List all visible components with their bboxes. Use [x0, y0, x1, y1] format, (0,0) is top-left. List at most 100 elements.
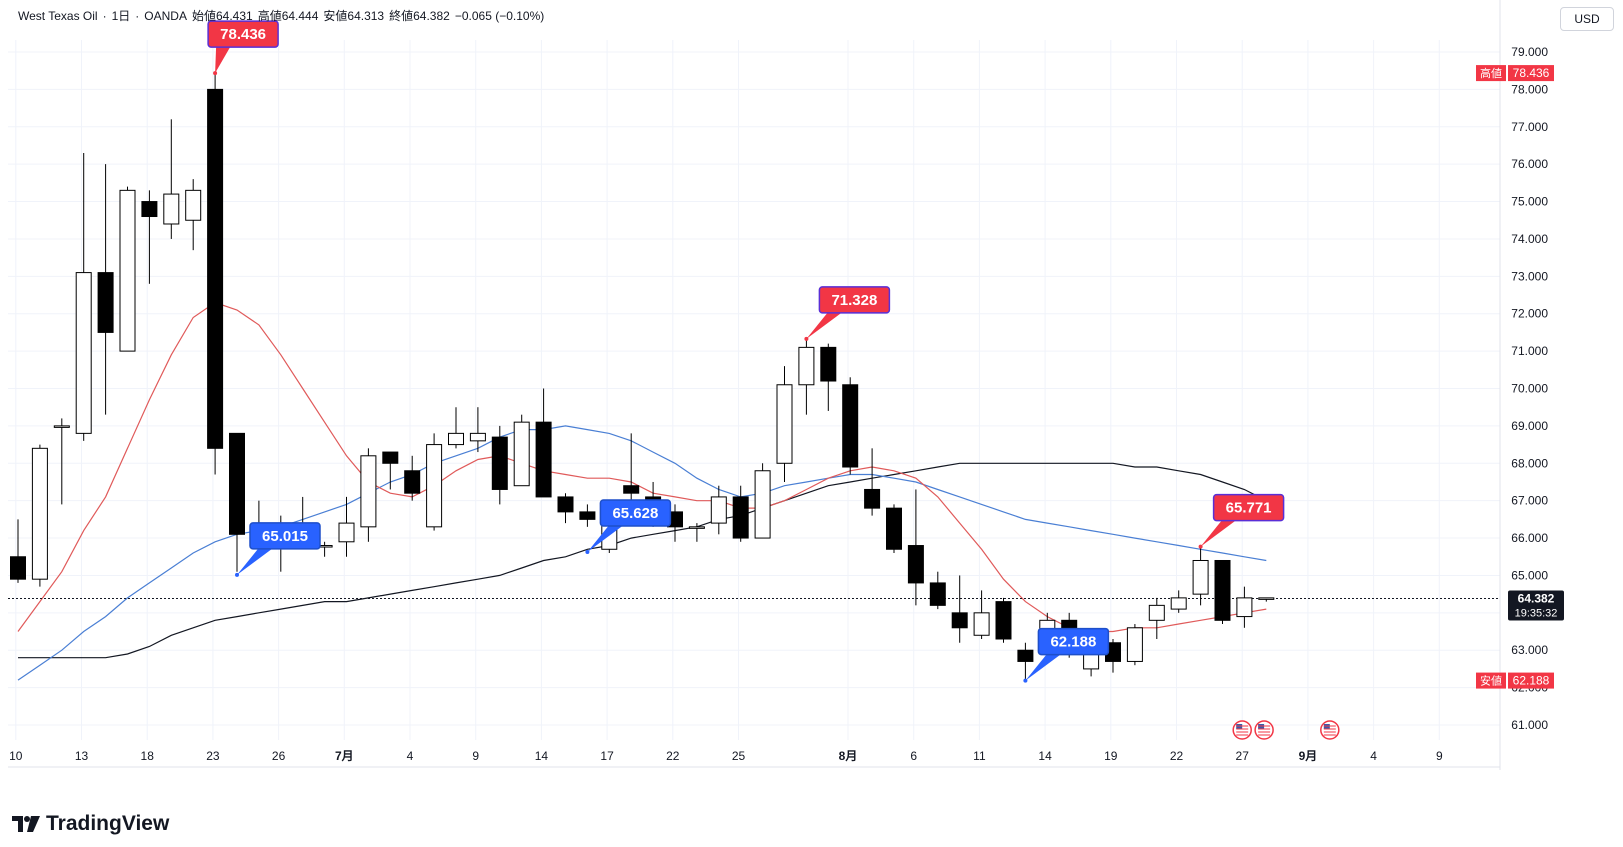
x-tick-label: 14	[535, 749, 549, 763]
y-tick-label: 73.000	[1511, 269, 1548, 283]
candle-body[interactable]	[75, 272, 92, 434]
annotation-value: 71.328	[831, 292, 877, 309]
ma-line-black	[18, 462, 1267, 659]
candle-body[interactable]	[842, 384, 859, 468]
y-tick-label: 71.000	[1511, 344, 1548, 358]
ohlc-low: 安値64.313	[323, 9, 385, 23]
candle-body[interactable]	[951, 612, 968, 629]
candle-body[interactable]	[141, 201, 158, 218]
candle-body[interactable]	[995, 601, 1012, 640]
annotation-box[interactable]	[207, 20, 279, 48]
candle-body[interactable]	[119, 189, 136, 352]
x-tick-label: 9	[1436, 749, 1443, 763]
candle-body[interactable]	[491, 436, 508, 490]
ohlc-change: −0.065 (−0.10%)	[454, 9, 545, 23]
x-tick-label: 4	[1370, 749, 1377, 763]
candle-body[interactable]	[163, 193, 180, 225]
header-separator: ·	[102, 9, 107, 23]
candle-body[interactable]	[776, 384, 793, 464]
event-flag-icon[interactable]	[1254, 720, 1274, 740]
annotation-box[interactable]	[249, 522, 321, 550]
y-tick-label: 79.000	[1511, 45, 1548, 59]
x-tick-label: 22	[1170, 749, 1184, 763]
annotation-value: 65.628	[612, 505, 658, 522]
candle-body[interactable]	[1126, 627, 1143, 662]
annotation-box[interactable]	[1037, 627, 1110, 656]
interval-label[interactable]: 1日	[111, 9, 131, 23]
candle-body[interactable]	[382, 451, 399, 464]
candle-body[interactable]	[820, 346, 837, 382]
candle-body[interactable]	[535, 421, 552, 498]
logo-text: TradingView	[46, 812, 170, 835]
candle-body[interactable]	[864, 488, 881, 509]
symbol-name[interactable]: West Texas Oil	[18, 9, 98, 23]
event-flag-icon[interactable]	[1232, 720, 1252, 740]
candle-body[interactable]	[1017, 649, 1034, 662]
candle-body[interactable]	[448, 432, 464, 446]
candle-body[interactable]	[207, 88, 224, 449]
candle-body[interactable]	[1148, 604, 1165, 621]
annotation-box[interactable]	[818, 286, 891, 314]
candle-body[interactable]	[973, 612, 990, 636]
candle-body[interactable]	[97, 272, 114, 333]
candle-body[interactable]	[229, 432, 245, 535]
candle-body[interactable]	[732, 496, 749, 539]
x-tick-label: 19	[1104, 749, 1118, 763]
candle-body[interactable]	[623, 485, 640, 494]
candle-body[interactable]	[1214, 559, 1231, 621]
candle-body[interactable]	[469, 432, 486, 442]
x-tick-label: 4	[407, 749, 414, 763]
candle-body[interactable]	[360, 455, 377, 528]
candle-body[interactable]	[1170, 597, 1187, 610]
candle-body[interactable]	[929, 582, 946, 606]
header-separator: ·	[135, 9, 140, 23]
candle-body[interactable]	[31, 447, 48, 580]
candle-body[interactable]	[557, 496, 574, 513]
tradingview-logo[interactable]: TradingView	[12, 812, 169, 836]
last-price-tag	[1508, 590, 1564, 621]
candle-body[interactable]	[185, 189, 202, 221]
y-tick-label: 66.000	[1511, 531, 1548, 545]
y-tick-label: 69.000	[1511, 419, 1548, 433]
candle-body[interactable]	[754, 470, 771, 539]
ohlc-open: 始値64.431	[191, 9, 253, 23]
candle-body[interactable]	[513, 421, 530, 487]
x-tick-label: 27	[1236, 749, 1250, 763]
x-tick-label: 14	[1038, 749, 1052, 763]
x-tick-label: 13	[75, 749, 89, 763]
currency-button[interactable]: USD	[1560, 7, 1614, 31]
candle-body[interactable]	[907, 545, 924, 584]
candle-body[interactable]	[1258, 597, 1275, 600]
tradingview-logo-icon	[12, 816, 40, 832]
candle-body[interactable]	[53, 425, 70, 428]
ohlc-high: 高値64.444	[257, 9, 319, 23]
low-marker-tag	[1476, 672, 1506, 689]
candle-body[interactable]	[579, 511, 596, 520]
candle-body[interactable]	[710, 496, 727, 524]
ma-line-red	[17, 301, 1267, 633]
candle-body[interactable]	[426, 444, 443, 528]
y-tick-label: 68.000	[1511, 456, 1548, 470]
annotation-box[interactable]	[1212, 493, 1285, 522]
candle-body[interactable]	[688, 526, 705, 529]
event-flag-icon[interactable]	[1320, 720, 1340, 740]
y-tick-label: 72.000	[1511, 307, 1548, 321]
candle-body[interactable]	[798, 346, 815, 386]
symbol-header: West Texas Oil · 1日 · OANDA 始値64.431 高値64.444 安…	[18, 7, 549, 24]
candle-body[interactable]	[10, 556, 26, 580]
candle-body[interactable]	[404, 470, 421, 494]
candle-body[interactable]	[1192, 559, 1209, 595]
candle-body[interactable]	[1236, 597, 1253, 618]
candle-body[interactable]	[338, 522, 355, 543]
x-tick-label: 22	[666, 749, 680, 763]
annotation-pointer	[806, 312, 842, 339]
candle-body[interactable]	[886, 507, 902, 550]
annotation-value: 78.436	[220, 26, 266, 43]
annotation-box[interactable]	[599, 499, 672, 527]
x-tick-label: 11	[973, 749, 986, 763]
y-tick-label: 67.000	[1511, 494, 1548, 508]
ma-line-blue	[17, 425, 1267, 681]
x-tick-label: 18	[141, 749, 155, 763]
annotation-pointer	[587, 525, 623, 552]
